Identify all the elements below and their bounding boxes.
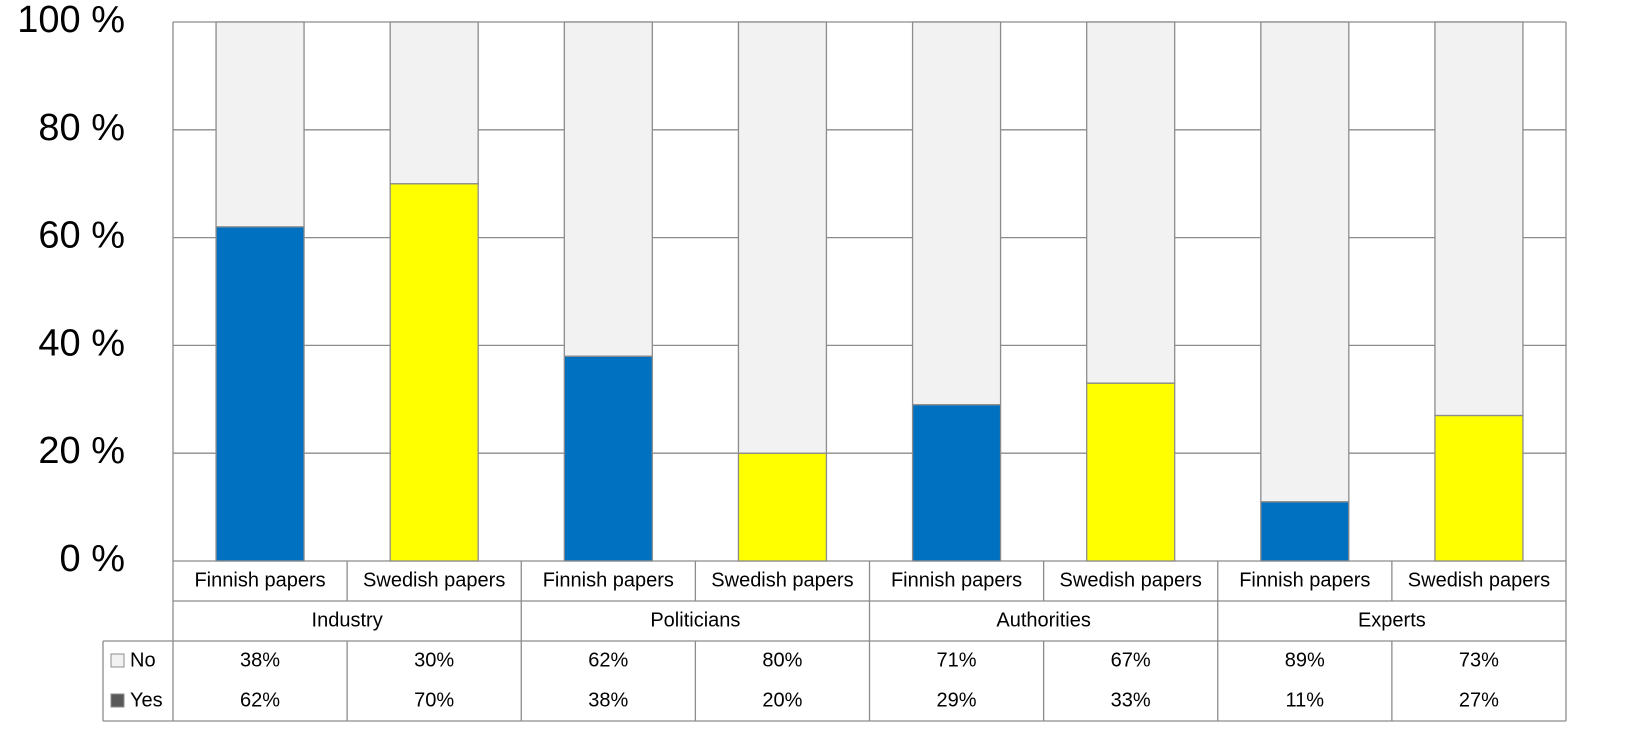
x-tick-label: Finnish papers [543, 569, 674, 591]
bar-segment [911, 404, 1002, 562]
bar-segment [1260, 501, 1350, 562]
bar-segment [1260, 21, 1350, 503]
x-tick-label: Swedish papers [711, 569, 853, 591]
data-label: 27% [1459, 689, 1499, 711]
data-label: 11% [1286, 689, 1325, 711]
legend-label: No [130, 649, 156, 671]
data-label: 71% [937, 649, 977, 671]
bar-segment [563, 355, 653, 562]
data-label: 73% [1459, 649, 1499, 671]
data-label: 33% [1111, 689, 1151, 711]
legend-marker [110, 693, 125, 708]
data-label: 38% [240, 649, 280, 671]
x-tick-label: Swedish papers [1408, 569, 1550, 591]
x-tick-label: Swedish papers [1060, 569, 1202, 591]
y-tick-label: 20 % [38, 430, 125, 472]
bar-segment [389, 21, 479, 185]
data-label: 67% [1111, 649, 1151, 671]
y-tick-label: 60 % [38, 215, 125, 257]
group-label: Politicians [650, 609, 740, 631]
y-tick-label: 100 % [17, 0, 125, 41]
bar-segment [215, 21, 305, 228]
data-label: 89% [1285, 649, 1325, 671]
bar-segment [389, 183, 479, 562]
legend-marker [110, 653, 125, 668]
y-tick-label: 80 % [38, 107, 125, 149]
bar-segment [911, 21, 1002, 406]
x-tick-label: Finnish papers [1239, 569, 1370, 591]
bar-segment [215, 226, 305, 562]
x-tick-label: Finnish papers [891, 569, 1022, 591]
y-tick-label: 0 % [60, 538, 125, 580]
data-label: 62% [588, 649, 628, 671]
bar-segment [1434, 21, 1524, 417]
bar-segment [1086, 21, 1176, 384]
data-label: 62% [240, 689, 280, 711]
group-label: Authorities [996, 609, 1091, 631]
bar-segment [1086, 382, 1176, 562]
bar-segment [737, 21, 828, 454]
y-tick-label: 40 % [38, 322, 125, 364]
group-label: Experts [1358, 609, 1426, 631]
x-tick-label: Swedish papers [363, 569, 505, 591]
group-label: Industry [312, 609, 383, 631]
bar-segment [1434, 414, 1524, 562]
data-label: 29% [937, 689, 977, 711]
data-label: 30% [414, 649, 454, 671]
data-label: 38% [588, 689, 628, 711]
data-label: 20% [762, 689, 802, 711]
bar-segment [737, 452, 828, 562]
bar-segment [563, 21, 653, 357]
x-tick-label: Finnish papers [194, 569, 325, 591]
legend-label: Yes [130, 689, 163, 711]
data-label: 70% [414, 689, 454, 711]
data-label: 80% [762, 649, 802, 671]
